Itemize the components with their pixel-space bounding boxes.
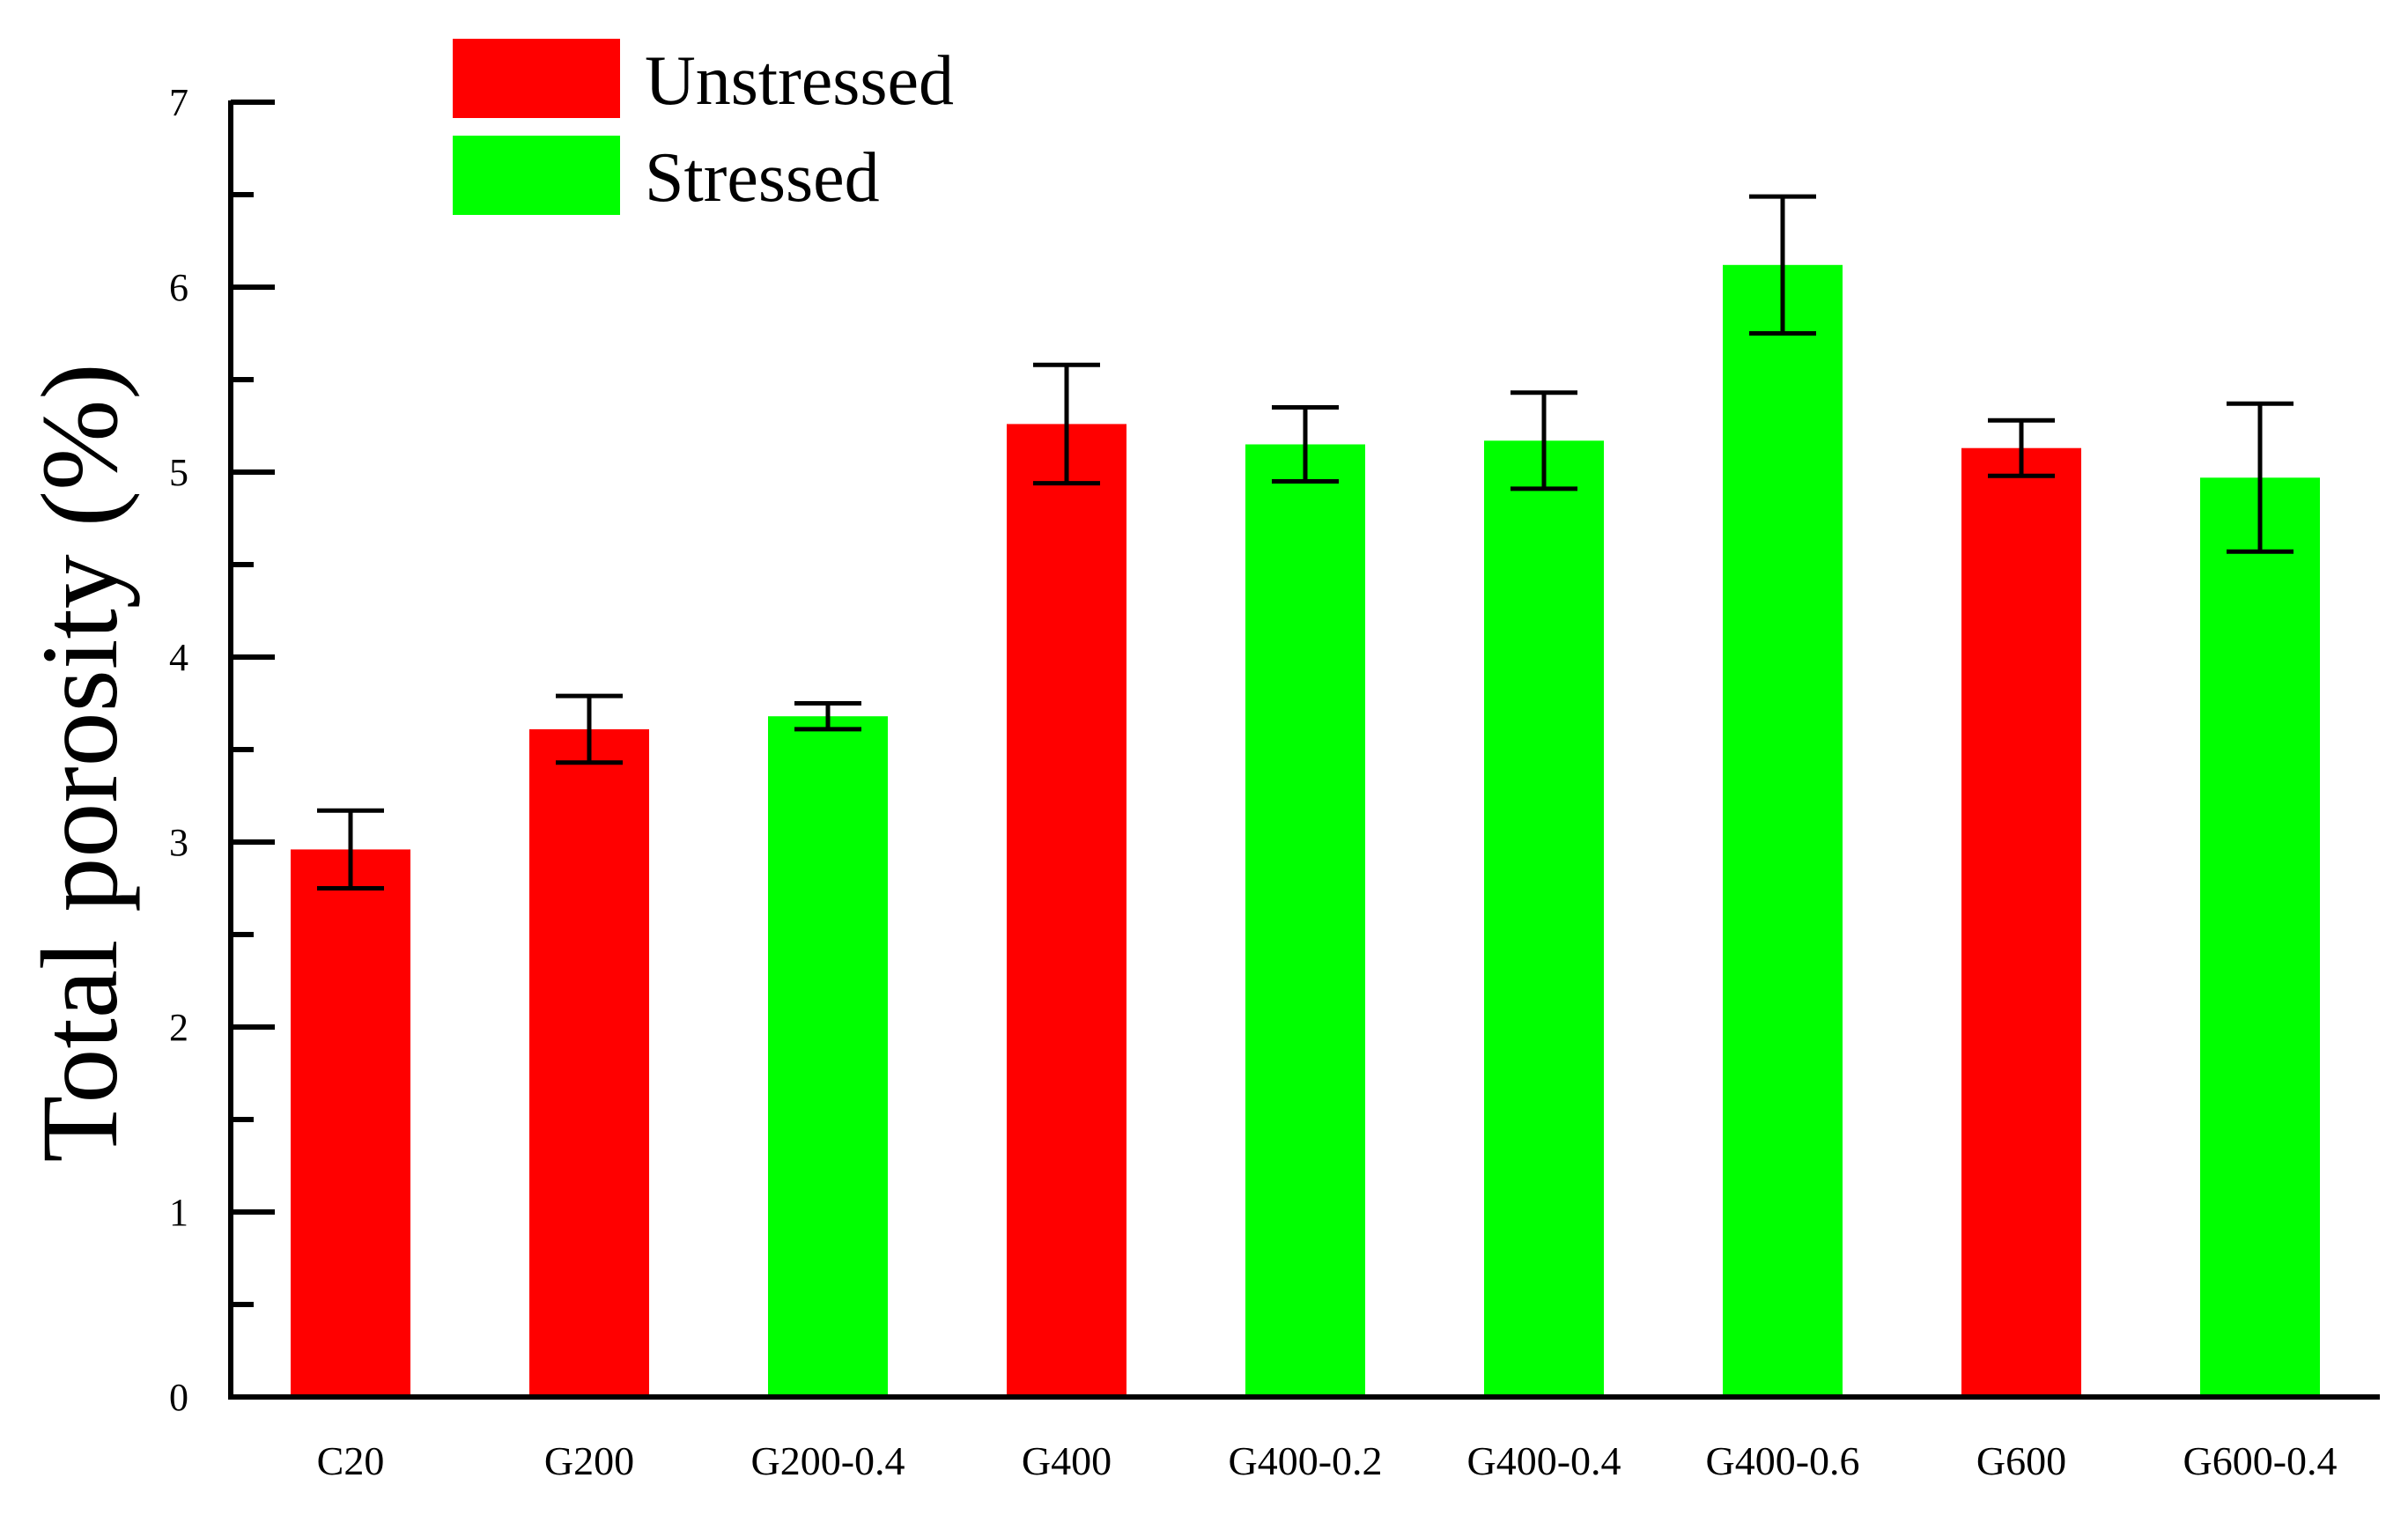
y-tick-label: 7 [169,81,188,124]
bar-g600 [1961,447,2081,1398]
y-tick-label: 4 [169,636,188,679]
x-tick-label-c20: C20 [317,1438,385,1483]
legend-label-unstressed: Unstressed [645,42,954,120]
legend-label-stressed: Stressed [645,139,880,217]
error-bar-g400-0.6 [1749,194,1816,336]
x-tick-label-g400-0.2: G400-0.2 [1228,1438,1382,1483]
y-ticks-layer: 0 1 2 3 4 5 6 7 [169,81,275,1419]
x-tick-label-g400: G400 [1022,1438,1112,1483]
bar-g200-0.4 [768,716,888,1397]
bar-g200 [529,728,649,1397]
error-bar-g400 [1033,362,1100,486]
legend-swatch-stressed [453,136,620,215]
y-tick-label: 6 [169,266,188,309]
x-tick-label-g200: G200 [544,1438,634,1483]
legend: Unstressed Stressed [453,39,954,217]
bar-c20 [291,849,410,1397]
legend-swatch-unstressed [453,39,620,118]
error-bar-g200-0.4 [794,701,861,732]
bar-g400-0.6 [1723,264,1843,1397]
error-bars-layer [317,194,2294,891]
error-bar-g600-0.4 [2227,401,2294,554]
bar-g400-0.2 [1245,444,1365,1397]
x-tick-label-g200-0.4: G200-0.4 [750,1438,905,1483]
y-tick-label: 0 [169,1376,188,1419]
x-labels-layer: C20 G200 G200-0.4 G400 G400-0.2 G400-0.4 G400-… [317,1438,2338,1483]
y-tick-label: 2 [169,1006,188,1049]
error-bar-g400-0.2 [1272,405,1339,484]
x-tick-label-g600: G600 [1976,1438,2066,1483]
y-tick-label: 5 [169,451,188,494]
error-bar-g400-0.4 [1511,390,1577,491]
error-bar-g200 [556,693,623,765]
bars-layer [291,264,2320,1398]
bar-g400-0.4 [1484,440,1604,1397]
x-tick-label-g400-0.6: G400-0.6 [1705,1438,1859,1483]
error-bar-g600 [1988,418,2055,478]
x-tick-label-g600-0.4: G600-0.4 [2183,1438,2337,1483]
y-axis-title: Total porosity (%) [19,363,140,1162]
bar-g600-0.4 [2200,477,2320,1397]
bar-g400 [1007,424,1126,1397]
y-tick-label: 3 [169,821,188,864]
y-tick-label: 1 [169,1191,188,1234]
error-bar-c20 [317,808,384,891]
x-tick-label-g400-0.4: G400-0.4 [1466,1438,1621,1483]
